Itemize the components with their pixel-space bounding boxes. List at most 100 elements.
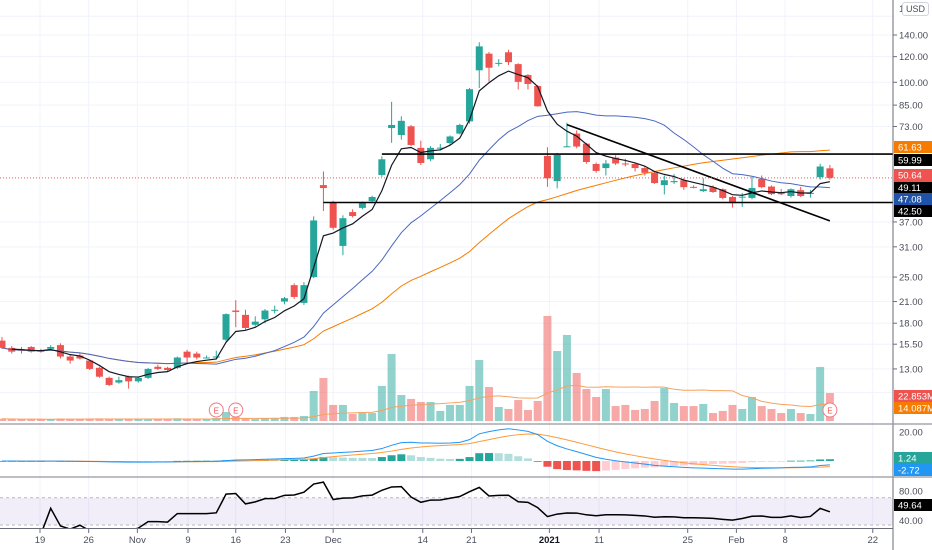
price-tick-label[interactable]: 73.00 xyxy=(899,122,923,133)
macd-histogram-bar xyxy=(397,454,406,461)
time-tick-label[interactable]: 2021 xyxy=(539,535,561,546)
price-tag-bg xyxy=(894,169,932,181)
time-tick-label[interactable]: 25 xyxy=(682,535,693,546)
price-tick-label[interactable]: 37.00 xyxy=(899,217,923,228)
volume-bar xyxy=(757,406,766,421)
macd-histogram-bar xyxy=(572,461,581,471)
volume-bar xyxy=(329,404,338,421)
drawings[interactable] xyxy=(0,123,893,222)
time-tick-label[interactable]: 19 xyxy=(35,535,46,546)
earnings-marker-label[interactable]: E xyxy=(233,407,238,416)
macd-histogram-bar xyxy=(523,458,532,461)
candle-body xyxy=(709,187,717,192)
candle-body xyxy=(641,168,649,173)
volume-bar xyxy=(163,419,172,421)
macd-histogram-bar xyxy=(290,459,299,461)
macd-histogram-bar xyxy=(777,461,786,462)
time-tick-label[interactable]: Dec xyxy=(325,535,342,546)
candle-body xyxy=(280,298,288,302)
price-tick-label[interactable]: 18.00 xyxy=(899,319,923,330)
rsi-tick-label: 40.00 xyxy=(899,516,923,527)
rsi-line xyxy=(11,481,831,546)
time-tick-label[interactable]: 22 xyxy=(867,535,878,546)
volume-bar xyxy=(631,409,640,421)
price-tick-label[interactable]: 31.00 xyxy=(899,242,923,253)
volume-bar xyxy=(786,408,795,421)
trend-line[interactable] xyxy=(566,123,831,222)
macd-histogram-bar xyxy=(650,461,659,468)
time-tick-label[interactable]: 23 xyxy=(280,535,291,546)
earnings-marker[interactable] xyxy=(228,402,244,418)
candle-body xyxy=(222,314,230,340)
earnings-marker-label[interactable]: E xyxy=(827,407,832,416)
candle-body xyxy=(212,356,220,358)
price-tag-bg xyxy=(894,181,932,194)
price-tick-label[interactable]: 85.00 xyxy=(899,101,923,112)
macd-histogram-bar xyxy=(660,461,669,467)
rsi-pane xyxy=(11,481,831,546)
volume-bar xyxy=(153,419,162,421)
candle-body xyxy=(466,89,474,122)
time-tick-label[interactable]: 21 xyxy=(466,535,477,546)
time-tick-label[interactable]: 9 xyxy=(185,535,190,546)
volume-bar xyxy=(514,400,523,421)
price-tick-label[interactable]: 21.00 xyxy=(899,297,923,308)
candle-body xyxy=(543,155,551,179)
ema-fast-line xyxy=(11,70,831,378)
price-tick-label[interactable]: 15.50 xyxy=(899,340,923,351)
earnings-marker-label[interactable]: E xyxy=(214,407,219,416)
time-tick-label[interactable]: 26 xyxy=(83,535,94,546)
macd-pane xyxy=(0,428,834,472)
time-tick-label[interactable]: 8 xyxy=(782,535,787,546)
candle-body xyxy=(738,196,746,198)
price-tag-bg xyxy=(894,193,932,205)
macd-histogram-bar xyxy=(621,461,630,470)
candle-body xyxy=(329,202,337,228)
price-tick-label[interactable]: 100.00 xyxy=(899,78,928,89)
currency-label[interactable]: USD xyxy=(902,2,930,16)
volume-bar xyxy=(777,413,786,421)
volume-bar xyxy=(124,419,133,421)
candle-body xyxy=(582,143,590,162)
macd-histogram-bar xyxy=(699,461,708,465)
price-tick-label[interactable]: 13.00 xyxy=(899,364,923,375)
volume-bar xyxy=(377,385,386,421)
volume-bar xyxy=(523,409,532,421)
volume-bar xyxy=(621,404,630,421)
price-tag: 47.08 xyxy=(898,195,922,206)
candle-body xyxy=(660,180,668,186)
time-tick-label[interactable]: Feb xyxy=(728,535,744,546)
price-tick-label-cut: 1 xyxy=(899,4,904,15)
candle-body xyxy=(417,147,425,163)
macd-histogram-bar xyxy=(533,461,542,462)
volume-bar xyxy=(134,419,143,421)
volume-bar xyxy=(270,418,279,421)
candle-body xyxy=(144,368,152,378)
candle-body xyxy=(719,189,727,198)
time-tick-label[interactable]: 11 xyxy=(594,535,604,546)
time-tick-label[interactable]: 14 xyxy=(417,535,428,546)
volume-bar xyxy=(144,418,153,421)
time-tick-label[interactable]: 16 xyxy=(230,535,241,546)
macd-histogram-bar xyxy=(709,461,718,465)
candle-body xyxy=(261,310,269,320)
volume-bar xyxy=(290,416,299,421)
volume-bar xyxy=(582,389,591,421)
volume-bar xyxy=(212,417,221,421)
earnings-marker[interactable] xyxy=(822,402,838,418)
price-tick-label[interactable]: 140.00 xyxy=(899,31,928,42)
price-tick-label[interactable]: 25.00 xyxy=(899,273,923,284)
candle-body xyxy=(388,124,396,129)
volume-bar xyxy=(348,414,357,421)
time-tick-label[interactable]: Nov xyxy=(129,535,146,546)
candle-body xyxy=(271,309,279,311)
rsi-band xyxy=(0,497,893,526)
volume-bar xyxy=(251,419,260,421)
volume-bar xyxy=(709,413,718,421)
candle-body xyxy=(456,124,464,134)
volume-bar xyxy=(85,418,94,421)
price-tick-label[interactable]: 120.00 xyxy=(899,52,928,63)
earnings-marker[interactable] xyxy=(208,402,224,418)
